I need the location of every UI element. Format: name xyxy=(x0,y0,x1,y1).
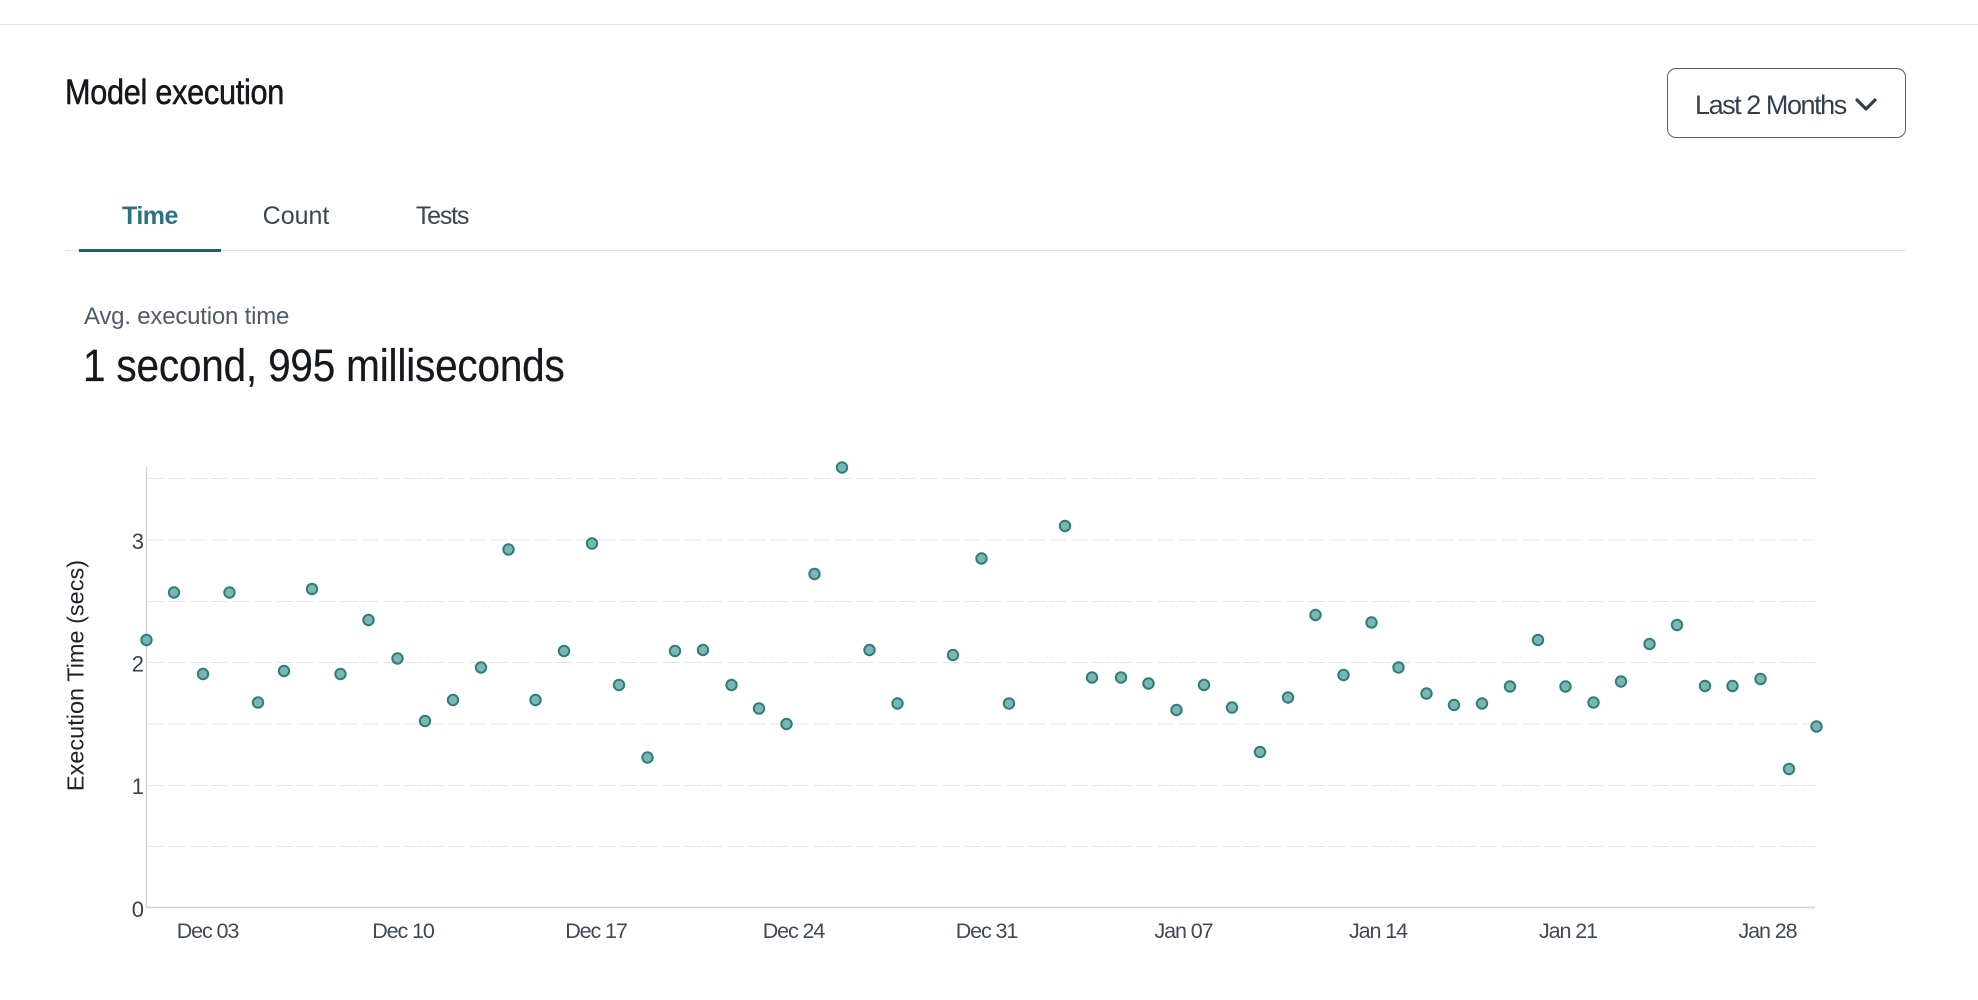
svg-text:0: 0 xyxy=(132,897,144,922)
svg-text:Jan 28: Jan 28 xyxy=(1739,919,1798,943)
svg-text:Dec 31: Dec 31 xyxy=(956,919,1018,943)
svg-text:Dec 17: Dec 17 xyxy=(565,919,627,943)
svg-text:2: 2 xyxy=(132,652,144,677)
svg-text:Dec 10: Dec 10 xyxy=(372,919,435,943)
svg-text:3: 3 xyxy=(132,529,144,554)
svg-text:Execution Time (secs): Execution Time (secs) xyxy=(63,560,89,791)
svg-text:Jan 21: Jan 21 xyxy=(1539,919,1597,943)
svg-text:Dec 03: Dec 03 xyxy=(177,919,240,943)
svg-text:1: 1 xyxy=(132,774,144,799)
svg-text:Dec 24: Dec 24 xyxy=(763,919,826,943)
svg-text:Jan 07: Jan 07 xyxy=(1155,919,1213,943)
svg-text:Jan 14: Jan 14 xyxy=(1349,919,1408,943)
